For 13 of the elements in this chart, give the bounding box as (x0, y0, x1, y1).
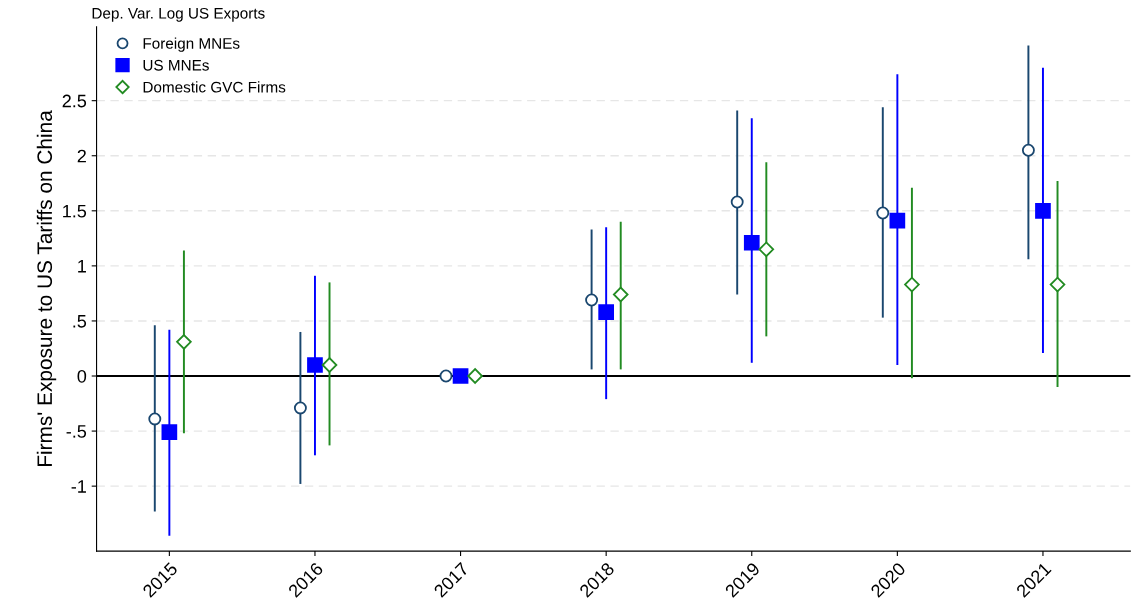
chart-title: Dep. Var. Log US Exports (92, 7, 265, 22)
y-tick-label: 2.5 (62, 94, 87, 108)
y-tick-label: .5 (73, 315, 87, 328)
legend-label: Foreign MNEs (143, 37, 240, 52)
y-tick-label: 1.5 (63, 204, 87, 218)
y-tick-label: -1 (71, 480, 86, 493)
legend-label: Domestic GVC Firms (143, 81, 286, 93)
y-tick-label: 1 (78, 260, 86, 273)
y-tick-label: -.5 (66, 425, 87, 438)
y-axis-title: Firms' Exposure to US Tariffs on China (36, 110, 57, 467)
y-tick-label: 0 (77, 369, 87, 383)
y-tick-label: 2 (77, 149, 86, 163)
legend-label: US MNEs (143, 59, 209, 71)
